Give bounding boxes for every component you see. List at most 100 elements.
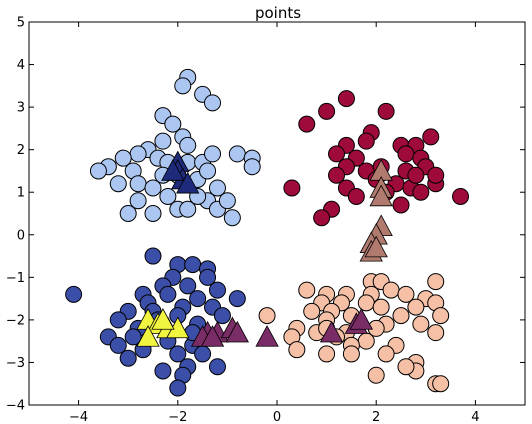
y-tick-label: 3 bbox=[17, 101, 25, 116]
data-point-cluster-2 bbox=[392, 196, 410, 214]
data-point-cluster-3 bbox=[144, 247, 162, 265]
y-tick-label: −1 bbox=[6, 271, 25, 286]
centroid-marker-3 bbox=[136, 325, 160, 347]
centroid-marker-4 bbox=[200, 325, 225, 347]
x-tick-label: 0 bbox=[273, 410, 281, 424]
data-point-cluster-3 bbox=[189, 290, 207, 308]
centroid-marker-4 bbox=[319, 320, 344, 343]
centroid-marker-1 bbox=[176, 171, 200, 194]
data-point-cluster-1 bbox=[228, 145, 246, 163]
y-tick-label: 2 bbox=[17, 143, 25, 158]
data-point-cluster-2 bbox=[357, 132, 375, 150]
data-point-cluster-3 bbox=[65, 285, 83, 303]
data-point-cluster-4 bbox=[397, 285, 415, 303]
data-point-cluster-4 bbox=[288, 341, 306, 359]
centroid-marker-1 bbox=[161, 159, 185, 181]
data-point-cluster-1 bbox=[129, 145, 147, 163]
data-point-cluster-3 bbox=[109, 311, 127, 329]
y-tick-label: −2 bbox=[6, 313, 25, 328]
data-point-cluster-2 bbox=[452, 187, 470, 205]
data-point-cluster-4 bbox=[377, 345, 395, 363]
data-point-cluster-3 bbox=[154, 362, 172, 380]
data-point-cluster-2 bbox=[412, 183, 430, 201]
data-point-cluster-4 bbox=[397, 358, 415, 376]
data-point-cluster-1 bbox=[159, 187, 177, 205]
data-point-cluster-2 bbox=[397, 145, 415, 163]
data-point-cluster-1 bbox=[223, 209, 241, 227]
data-point-cluster-3 bbox=[119, 349, 137, 367]
data-point-cluster-4 bbox=[427, 324, 445, 342]
data-point-cluster-1 bbox=[114, 149, 132, 167]
data-point-cluster-3 bbox=[208, 358, 226, 376]
centroid-marker-4 bbox=[349, 308, 373, 330]
data-point-cluster-4 bbox=[412, 315, 430, 333]
data-point-cluster-4 bbox=[392, 307, 410, 325]
data-point-cluster-4 bbox=[357, 294, 375, 312]
centroid-marker-2 bbox=[364, 235, 388, 258]
data-point-cluster-4 bbox=[407, 298, 425, 316]
data-point-cluster-2 bbox=[377, 102, 395, 120]
data-point-cluster-2 bbox=[328, 166, 346, 184]
data-point-cluster-4 bbox=[357, 332, 375, 350]
data-point-cluster-1 bbox=[144, 205, 162, 222]
data-point-cluster-2 bbox=[347, 187, 365, 205]
data-point-cluster-4 bbox=[432, 307, 450, 325]
data-point-cluster-1 bbox=[218, 192, 236, 210]
data-point-cluster-3 bbox=[109, 336, 127, 354]
plot-area bbox=[65, 68, 470, 397]
data-point-cluster-3 bbox=[179, 277, 197, 295]
x-tick-label: −4 bbox=[69, 410, 88, 424]
data-point-cluster-2 bbox=[427, 166, 445, 184]
data-point-cluster-4 bbox=[318, 345, 336, 363]
data-point-cluster-2 bbox=[313, 209, 331, 227]
centroid-marker-4 bbox=[225, 320, 249, 343]
data-point-cluster-2 bbox=[328, 145, 346, 163]
centroid-marker-3 bbox=[151, 308, 175, 330]
data-point-cluster-1 bbox=[179, 200, 197, 218]
data-point-cluster-3 bbox=[169, 379, 187, 397]
y-tick-label: 1 bbox=[17, 186, 25, 201]
data-point-cluster-3 bbox=[208, 281, 226, 299]
data-point-cluster-2 bbox=[283, 179, 301, 197]
data-point-cluster-4 bbox=[372, 298, 390, 316]
axis-ticks: −4 −2 0 2 4 −4 −3 −2 −1 0 1 2 3 4 5 bbox=[6, 16, 525, 424]
y-tick-label: 0 bbox=[17, 228, 25, 243]
data-point-cluster-1 bbox=[164, 115, 182, 133]
data-point-cluster-1 bbox=[179, 136, 197, 154]
data-point-cluster-1 bbox=[154, 132, 172, 150]
x-tick-label: 4 bbox=[471, 410, 479, 424]
chart-title: points bbox=[255, 4, 301, 22]
data-point-cluster-3 bbox=[194, 345, 212, 363]
data-point-cluster-4 bbox=[427, 273, 445, 291]
data-point-cluster-1 bbox=[144, 179, 162, 197]
y-tick-label: 5 bbox=[17, 16, 25, 31]
data-point-cluster-1 bbox=[109, 175, 127, 193]
data-point-cluster-1 bbox=[174, 77, 192, 95]
data-point-cluster-1 bbox=[199, 162, 217, 180]
data-point-cluster-3 bbox=[184, 256, 202, 274]
data-point-cluster-1 bbox=[129, 192, 147, 210]
data-point-cluster-4 bbox=[258, 307, 276, 325]
x-tick-label: 2 bbox=[372, 410, 380, 424]
data-point-cluster-3 bbox=[228, 290, 246, 308]
data-point-cluster-4 bbox=[367, 366, 385, 384]
data-point-cluster-3 bbox=[213, 307, 231, 325]
data-point-cluster-4 bbox=[342, 345, 360, 363]
data-point-cluster-2 bbox=[337, 90, 355, 108]
data-point-cluster-1 bbox=[208, 179, 226, 197]
data-point-cluster-1 bbox=[204, 94, 222, 112]
data-point-cluster-4 bbox=[298, 281, 316, 299]
data-point-cluster-2 bbox=[407, 166, 425, 184]
data-point-cluster-2 bbox=[318, 102, 336, 120]
data-point-cluster-2 bbox=[422, 128, 440, 146]
data-point-cluster-1 bbox=[119, 205, 137, 222]
data-point-cluster-1 bbox=[89, 162, 107, 180]
data-point-cluster-1 bbox=[129, 175, 147, 193]
data-point-cluster-1 bbox=[204, 145, 222, 163]
data-point-cluster-3 bbox=[159, 285, 177, 303]
data-point-cluster-3 bbox=[124, 328, 142, 346]
data-point-cluster-1 bbox=[243, 158, 261, 176]
data-point-cluster-2 bbox=[298, 115, 316, 133]
